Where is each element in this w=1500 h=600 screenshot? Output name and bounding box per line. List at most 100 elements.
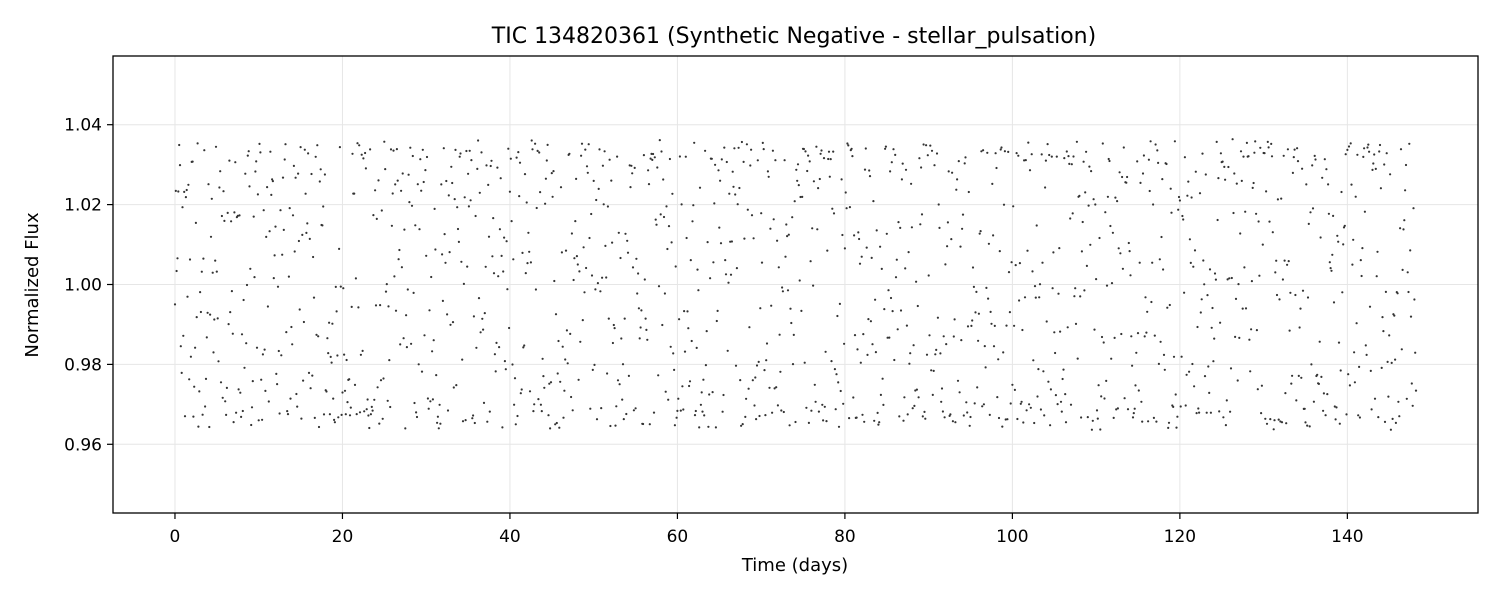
data-point [927,274,930,277]
data-point [240,333,244,336]
data-point [678,155,682,158]
data-point [482,401,486,404]
data-point [643,278,646,281]
data-point [1322,409,1325,412]
data-point [945,343,948,346]
data-point [1025,409,1028,412]
data-point [719,242,723,245]
data-point [1359,259,1362,262]
data-point [1183,291,1186,294]
data-point [624,232,627,235]
data-point [759,307,762,310]
data-point [1172,405,1175,408]
x-axis-label: Time (days) [741,555,848,576]
data-point [468,149,471,152]
data-point [787,233,790,236]
data-point [1194,170,1197,173]
data-point [782,410,785,414]
data-point [1026,249,1029,252]
data-point [1224,424,1227,427]
data-point [1080,416,1083,419]
data-point [990,322,993,325]
data-point [683,310,686,313]
data-point [1401,268,1404,271]
data-point [1363,210,1366,213]
data-point [843,247,847,250]
data-point [584,148,587,151]
data-point [982,403,986,406]
data-point [671,192,674,195]
data-point [564,358,567,361]
data-point [282,228,285,231]
data-point [425,254,428,257]
data-point [937,203,940,206]
data-point [1219,321,1222,324]
data-point [600,407,603,410]
data-point [1143,335,1146,338]
data-point [255,160,258,163]
data-point [1095,278,1098,281]
data-point [380,209,383,212]
data-point [812,284,815,287]
data-point [409,146,412,149]
data-point [827,157,830,161]
data-point [1012,205,1015,208]
data-point [537,398,540,401]
data-point [1377,416,1380,419]
data-point [595,198,598,202]
data-point [1341,291,1344,294]
data-point [305,231,308,234]
data-point [338,146,341,149]
data-point [570,395,573,399]
data-point [863,168,867,171]
data-point [1094,203,1097,206]
data-point [857,231,860,234]
data-point [977,312,981,315]
data-point [1138,261,1141,264]
data-point [1147,420,1150,423]
data-point [1210,326,1213,329]
data-point [1172,355,1176,358]
data-point [1336,234,1339,237]
data-point [697,289,700,292]
data-point [503,236,506,239]
data-point [1007,271,1011,274]
data-point [699,403,703,406]
data-point [765,342,769,345]
data-point [317,425,321,429]
data-point [975,290,978,293]
data-point [588,236,591,240]
data-point [556,372,559,375]
data-point [1254,140,1257,143]
data-point [1002,203,1006,206]
data-point [1198,192,1202,195]
data-point [681,385,684,388]
data-point [552,170,555,173]
data-point [1411,404,1414,407]
data-point [971,319,974,322]
data-point [201,413,204,416]
data-point [432,339,435,342]
data-point [791,216,794,219]
data-point [349,406,352,409]
data-point [966,325,970,328]
data-point [911,407,914,410]
data-point [954,421,957,424]
data-point [1373,153,1376,156]
data-point [859,361,862,364]
data-point [925,144,928,147]
data-point [1328,261,1331,264]
data-point [827,150,831,153]
data-point [1093,328,1096,331]
data-point [333,421,336,424]
data-point [829,158,832,161]
data-point [597,187,600,190]
data-point [1265,422,1269,425]
data-point [279,209,282,212]
data-point [1009,402,1012,405]
data-point [966,411,969,414]
data-point [941,410,945,413]
data-point [1303,407,1306,410]
data-point [1064,393,1067,396]
data-point [1368,150,1371,153]
